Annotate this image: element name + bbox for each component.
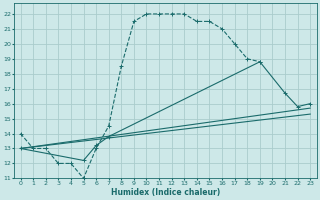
X-axis label: Humidex (Indice chaleur): Humidex (Indice chaleur) <box>111 188 220 197</box>
